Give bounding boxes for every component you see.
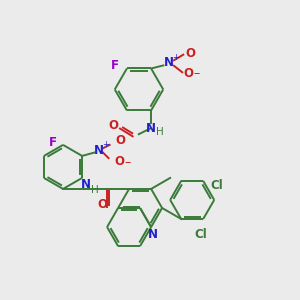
Text: O: O — [109, 119, 119, 132]
Text: –: – — [193, 68, 200, 80]
Text: O: O — [116, 134, 126, 147]
Text: Cl: Cl — [210, 179, 223, 192]
Text: N: N — [164, 56, 174, 70]
Text: O: O — [184, 68, 194, 80]
Text: F: F — [48, 136, 56, 149]
Text: O: O — [98, 198, 108, 211]
Text: +: + — [102, 140, 109, 149]
Text: –: – — [124, 156, 130, 169]
Text: N: N — [148, 228, 158, 241]
Text: H: H — [91, 185, 99, 195]
Text: O: O — [115, 155, 124, 168]
Text: N: N — [94, 144, 103, 157]
Text: N: N — [146, 122, 156, 134]
Text: H: H — [156, 128, 164, 137]
Text: O: O — [186, 46, 196, 60]
Text: +: + — [172, 53, 179, 62]
Text: N: N — [81, 178, 91, 191]
Text: Cl: Cl — [195, 228, 207, 241]
Text: F: F — [111, 59, 119, 72]
